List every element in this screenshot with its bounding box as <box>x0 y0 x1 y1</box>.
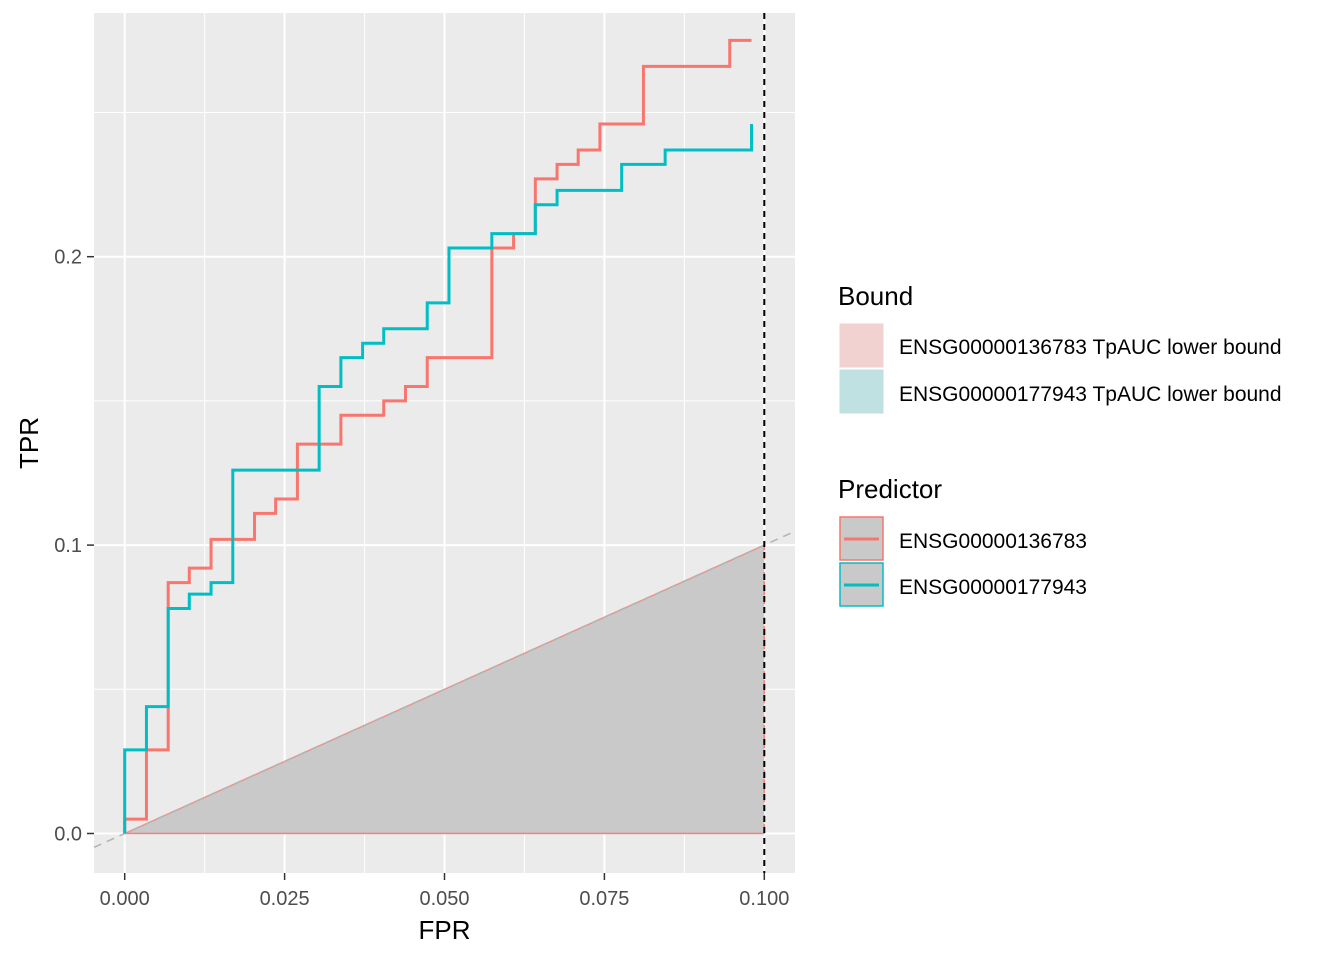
y-tick-label: 0.2 <box>54 247 82 269</box>
legend-bound-label-1: ENSG00000136783 TpAUC lower bound <box>899 336 1282 359</box>
x-tick-label: 0.075 <box>579 888 629 910</box>
legend-predictor-label-2: ENSG00000177943 <box>899 576 1087 599</box>
roc-curves <box>123 38 754 834</box>
legend-bound-key-1 <box>838 322 885 369</box>
legend-predictor-label-1: ENSG00000136783 <box>899 530 1087 553</box>
x-tick-label: 0.000 <box>100 888 150 910</box>
x-tick-label: 0.025 <box>260 888 310 910</box>
roc-line-1 <box>123 38 752 834</box>
y-tick-label: 0.0 <box>54 823 82 845</box>
legend-bound: Bound ENSG00000136783 TpAUC lower bound … <box>838 281 1282 415</box>
x-tick-label: 0.100 <box>739 888 789 910</box>
legend-predictor-title: Predictor <box>838 474 942 504</box>
y-axis-title: TPR <box>14 417 44 469</box>
legend-bound-key-2 <box>838 368 885 415</box>
legend-bound-entry-2: ENSG00000177943 TpAUC lower bound <box>838 368 1282 415</box>
x-axis-title: FPR <box>419 915 471 945</box>
chance-diagonal <box>93 530 796 849</box>
roc-line-2 <box>123 124 754 834</box>
y-axis-ticks: 0.0 0.1 0.2 <box>54 247 94 845</box>
x-tick-label: 0.050 <box>419 888 469 910</box>
legend-bound-entry-1: ENSG00000136783 TpAUC lower bound <box>838 322 1282 369</box>
legend-predictor: Predictor ENSG00000136783 ENSG0000017794… <box>838 474 1087 607</box>
legend-predictor-entry-2: ENSG00000177943 <box>839 562 1087 607</box>
legend-bound-title: Bound <box>838 281 913 311</box>
x-axis-ticks: 0.000 0.025 0.050 0.075 0.100 <box>100 873 789 910</box>
diagonal-line <box>93 530 796 849</box>
legend-bound-label-2: ENSG00000177943 TpAUC lower bound <box>899 383 1282 406</box>
legend-predictor-entry-1: ENSG00000136783 <box>839 516 1087 561</box>
y-tick-label: 0.1 <box>54 535 82 557</box>
